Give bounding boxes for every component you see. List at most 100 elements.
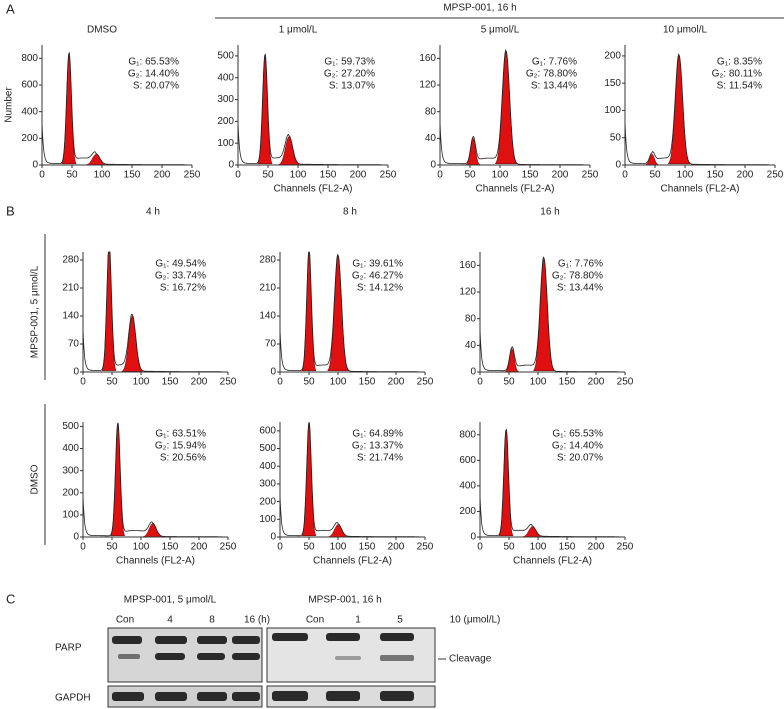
phase-stat: G₂: 14.40% — [552, 441, 603, 452]
x-axis-label: Channels (FL2-A) — [274, 184, 353, 195]
y-tick-label: 600 — [259, 425, 276, 436]
x-tick-label: 150 — [559, 377, 576, 388]
blot-row-label: GAPDH — [55, 693, 91, 704]
y-tick-label: 150 — [604, 78, 621, 89]
phase-stat: S: 14.12% — [357, 283, 403, 294]
y-tick-label: 600 — [459, 455, 476, 466]
lane-label: Con — [306, 615, 324, 626]
y-tick-label: 800 — [459, 429, 476, 440]
y-tick-label: 0 — [270, 532, 276, 543]
x-tick-label: 200 — [191, 542, 208, 553]
column-title: 8 h — [343, 207, 357, 218]
x-tick-label: 250 — [582, 170, 599, 181]
y-tick-label: 0 — [430, 160, 436, 171]
x-tick-label: 50 — [649, 170, 661, 181]
y-tick-label: 140 — [62, 311, 79, 322]
plot-title: 5 μmol/L — [481, 25, 520, 36]
x-tick-label: 150 — [707, 170, 724, 181]
y-tick-label: 200 — [259, 496, 276, 507]
lane-label: 5 — [397, 615, 403, 626]
phase-stat: G₁: 49.54% — [155, 259, 206, 270]
y-tick-label: 300 — [62, 465, 79, 476]
phase-stat: G₂: 15.94% — [155, 441, 206, 452]
x-tick-label: 50 — [464, 170, 476, 181]
y-tick-label: 100 — [217, 138, 234, 149]
y-tick-label: 120 — [419, 80, 436, 91]
x-tick-label: 50 — [503, 542, 515, 553]
x-tick-label: 100 — [133, 542, 150, 553]
blot-row-label: PARP — [55, 643, 82, 654]
x-tick-label: 150 — [162, 542, 179, 553]
phase-stat: G₁: 63.51% — [155, 429, 206, 440]
histogram-peak — [278, 136, 300, 165]
x-tick-label: 150 — [559, 542, 576, 553]
phase-stat: G₁: 59.73% — [324, 57, 375, 68]
y-tick-label: 80 — [425, 106, 437, 117]
y-tick-label: 70 — [265, 339, 277, 350]
phase-stat: G₂: 78.80% — [552, 271, 603, 282]
x-tick-label: 100 — [290, 170, 307, 181]
x-tick-label: 50 — [303, 377, 315, 388]
x-tick-label: 100 — [492, 170, 509, 181]
x-tick-label: 200 — [350, 170, 367, 181]
y-tick-label: 280 — [62, 255, 79, 266]
lane-label: Con — [116, 615, 134, 626]
y-tick-label: 800 — [21, 53, 38, 64]
x-axis-label: Channels (FL2-A) — [476, 184, 555, 195]
x-tick-label: 50 — [106, 377, 118, 388]
histogram-peak — [644, 153, 660, 166]
panel-label: B — [6, 203, 15, 218]
lane-label: 16 (h) — [244, 615, 270, 626]
x-tick-label: 100 — [133, 377, 150, 388]
y-tick-label: 0 — [228, 160, 234, 171]
phase-stat: G₁: 65.53% — [552, 429, 603, 440]
y-tick-label: 40 — [425, 133, 437, 144]
y-tick-label: 160 — [419, 53, 436, 64]
x-tick-label: 200 — [588, 377, 605, 388]
x-axis-label: Channels (FL2-A) — [661, 184, 740, 195]
histogram-peak — [85, 154, 107, 166]
x-tick-label: 0 — [235, 170, 241, 181]
y-tick-label: 600 — [21, 80, 38, 91]
x-tick-label: 0 — [437, 170, 443, 181]
y-tick-label: 0 — [470, 367, 476, 378]
x-tick-label: 0 — [477, 377, 483, 388]
phase-stat: G₁: 64.89% — [352, 429, 403, 440]
phase-stat: S: 20.07% — [557, 453, 603, 464]
y-tick-label: 0 — [270, 367, 276, 378]
x-tick-label: 100 — [530, 542, 547, 553]
x-tick-label: 150 — [359, 377, 376, 388]
lane-label: 10 (μmol/L) — [450, 615, 501, 626]
x-tick-label: 200 — [154, 170, 171, 181]
y-tick-label: 400 — [62, 443, 79, 454]
y-tick-label: 200 — [459, 506, 476, 517]
x-axis-label: Channels (FL2-A) — [313, 556, 392, 567]
phase-stat: S: 21.74% — [357, 453, 403, 464]
phase-stat: S: 16.72% — [160, 283, 206, 294]
histogram-peak — [327, 524, 349, 538]
y-tick-label: 280 — [259, 255, 276, 266]
x-tick-label: 200 — [588, 542, 605, 553]
x-tick-label: 250 — [220, 542, 237, 553]
x-tick-label: 50 — [503, 377, 515, 388]
x-tick-label: 0 — [80, 377, 86, 388]
x-tick-label: 200 — [388, 377, 405, 388]
x-tick-label: 150 — [124, 170, 141, 181]
x-tick-label: 200 — [388, 542, 405, 553]
x-tick-label: 150 — [359, 542, 376, 553]
histogram-peak — [504, 348, 519, 372]
y-tick-label: 210 — [62, 283, 79, 294]
phase-stat: G₂: 46.27% — [352, 271, 403, 282]
phase-stat: S: 13.07% — [329, 81, 375, 92]
x-tick-label: 100 — [677, 170, 694, 181]
x-tick-label: 200 — [552, 170, 569, 181]
phase-stat: G₂: 27.20% — [324, 69, 375, 80]
x-tick-label: 100 — [330, 377, 347, 388]
column-title: 4 h — [146, 207, 160, 218]
y-tick-label: 200 — [217, 116, 234, 127]
row-label: DMSO — [30, 464, 41, 494]
x-axis-label: Channels (FL2-A) — [513, 556, 592, 567]
y-tick-label: 500 — [259, 443, 276, 454]
y-tick-label: 200 — [21, 133, 38, 144]
y-tick-label: 400 — [459, 481, 476, 492]
